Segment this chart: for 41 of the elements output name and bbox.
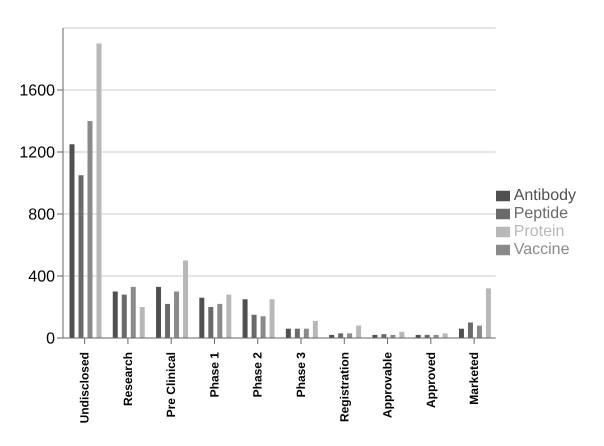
bar [458, 328, 464, 338]
x-tick-label: Approvable [380, 352, 395, 418]
bar [242, 299, 248, 338]
bar [112, 292, 118, 338]
bar [199, 298, 204, 338]
bar [96, 44, 102, 338]
bar [226, 294, 232, 338]
x-tick-label: Phase 1 [207, 352, 222, 398]
bar [286, 328, 291, 338]
y-tick-label: 800 [28, 206, 56, 224]
x-tick-label: Undisclosed [78, 352, 92, 424]
bar [312, 320, 318, 338]
legend-label: Vaccine [514, 241, 570, 258]
bar [270, 299, 275, 338]
x-tick-label: Research [120, 352, 135, 406]
bar [304, 328, 309, 338]
bar [356, 326, 362, 338]
y-tick-label: 1200 [19, 144, 56, 162]
x-tick-label: Phase 2 [250, 352, 265, 398]
bar [140, 307, 145, 338]
bar [260, 316, 266, 338]
bar [130, 286, 136, 338]
x-tick-label: Registration [337, 352, 352, 422]
x-tick-label: Phase 3 [294, 352, 308, 398]
y-tick-label: 400 [28, 268, 56, 286]
x-tick-label: Approved [424, 352, 438, 408]
bar [69, 144, 74, 338]
legend-label: Antibody [514, 187, 576, 204]
x-tick-label: Marketed [467, 352, 482, 405]
bar [476, 326, 482, 338]
bar [87, 121, 92, 338]
x-tick-label: Pre Clinical [164, 352, 178, 418]
bar [174, 292, 180, 338]
y-tick-label: 0 [46, 330, 56, 348]
legend-label: Protein [514, 223, 564, 240]
bar [486, 288, 491, 338]
bar [156, 286, 162, 338]
bar [217, 304, 222, 338]
bar [183, 260, 188, 338]
legend-label: Peptide [514, 205, 568, 222]
y-tick-label: 1600 [19, 82, 56, 100]
